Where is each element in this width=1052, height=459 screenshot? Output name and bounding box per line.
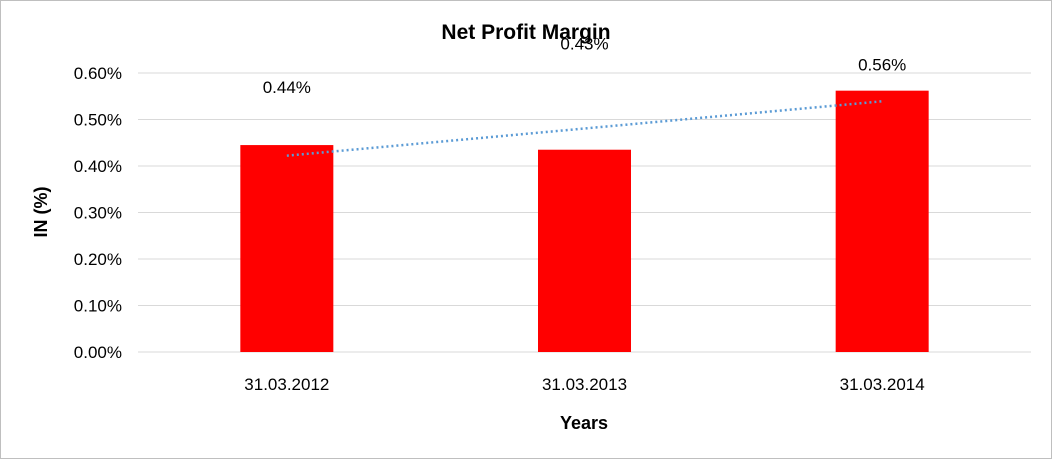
data-label: 0.44% — [263, 78, 311, 97]
bars — [240, 90, 929, 353]
bar — [240, 145, 334, 352]
bar — [538, 149, 631, 352]
data-label: 0.43% — [560, 35, 608, 54]
trendline — [286, 100, 883, 157]
y-tick-label: 0.30% — [74, 204, 122, 223]
y-tick-label: 0.00% — [74, 343, 122, 362]
y-tick-label: 0.60% — [74, 64, 122, 83]
x-tick-label: 31.03.2012 — [244, 375, 329, 394]
bar — [835, 90, 929, 353]
y-axis-tick-labels: 0.00% 0.10% 0.20% 0.30% 0.40% 0.50% 0.60% — [74, 64, 122, 362]
x-axis-tick-labels: 31.03.2012 31.03.2013 31.03.2014 — [244, 375, 924, 394]
y-tick-label: 0.20% — [74, 250, 122, 269]
x-tick-label: 31.03.2014 — [840, 375, 925, 394]
y-tick-label: 0.50% — [74, 111, 122, 130]
data-labels: 0.44% 0.43% 0.56% — [263, 35, 907, 97]
x-axis-title: Years — [560, 413, 608, 433]
y-axis-title: IN (%) — [31, 187, 51, 238]
x-tick-label: 31.03.2013 — [542, 375, 627, 394]
y-tick-label: 0.10% — [74, 297, 122, 316]
trendline-line — [286, 100, 883, 157]
y-tick-label: 0.40% — [74, 157, 122, 176]
data-label: 0.56% — [858, 56, 906, 75]
chart-title: Net Profit Margin — [441, 21, 610, 44]
